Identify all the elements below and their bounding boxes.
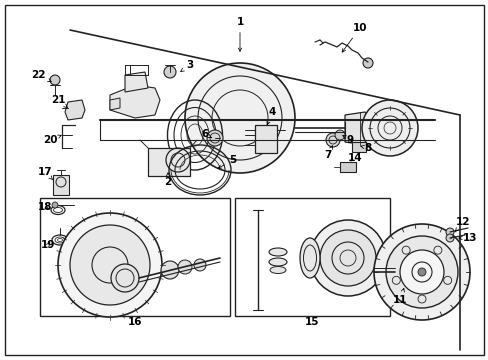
Circle shape <box>178 260 192 274</box>
Text: 3: 3 <box>181 60 193 72</box>
Bar <box>40 198 229 316</box>
Ellipse shape <box>269 266 285 274</box>
Bar <box>254 125 276 153</box>
Circle shape <box>334 130 345 140</box>
Bar <box>351 142 365 152</box>
Circle shape <box>361 100 417 156</box>
Circle shape <box>373 224 469 320</box>
Bar <box>235 198 389 316</box>
Bar <box>148 148 190 176</box>
Text: 2: 2 <box>164 173 171 187</box>
Text: 14: 14 <box>347 153 362 163</box>
Circle shape <box>309 220 385 296</box>
Polygon shape <box>110 85 160 118</box>
Ellipse shape <box>268 258 286 266</box>
Text: 20: 20 <box>42 135 61 145</box>
Circle shape <box>319 230 375 286</box>
Circle shape <box>194 259 205 271</box>
Bar <box>53 175 69 195</box>
Circle shape <box>206 130 223 146</box>
Text: 21: 21 <box>51 95 68 108</box>
Text: 8: 8 <box>360 143 371 153</box>
Circle shape <box>385 236 457 308</box>
Circle shape <box>50 75 60 85</box>
Text: 13: 13 <box>458 233 476 243</box>
Text: 19: 19 <box>41 240 55 250</box>
Text: 7: 7 <box>324 146 332 160</box>
Text: 9: 9 <box>342 135 353 145</box>
Polygon shape <box>345 112 374 145</box>
Text: 10: 10 <box>342 23 366 52</box>
Text: 5: 5 <box>218 155 236 168</box>
Ellipse shape <box>299 238 319 278</box>
Text: 1: 1 <box>236 17 243 51</box>
Text: 12: 12 <box>454 217 469 232</box>
Circle shape <box>417 268 425 276</box>
Circle shape <box>52 202 58 208</box>
Circle shape <box>161 261 179 279</box>
Text: 17: 17 <box>38 167 53 180</box>
Circle shape <box>111 264 139 292</box>
Text: 6: 6 <box>201 129 211 139</box>
Polygon shape <box>65 100 85 120</box>
Circle shape <box>399 250 443 294</box>
Bar <box>339 162 355 172</box>
Text: 11: 11 <box>392 288 407 305</box>
Circle shape <box>325 133 339 147</box>
Circle shape <box>58 213 162 317</box>
Text: 16: 16 <box>127 317 142 327</box>
Text: 4: 4 <box>266 107 275 125</box>
Polygon shape <box>110 98 120 110</box>
Circle shape <box>70 225 150 305</box>
Ellipse shape <box>268 248 286 256</box>
Text: 18: 18 <box>38 202 52 212</box>
Text: 22: 22 <box>31 70 51 82</box>
Text: 15: 15 <box>304 317 319 327</box>
Circle shape <box>163 66 176 78</box>
Circle shape <box>445 234 453 242</box>
Circle shape <box>362 58 372 68</box>
Circle shape <box>445 228 453 236</box>
Circle shape <box>184 63 294 173</box>
Polygon shape <box>125 72 148 92</box>
